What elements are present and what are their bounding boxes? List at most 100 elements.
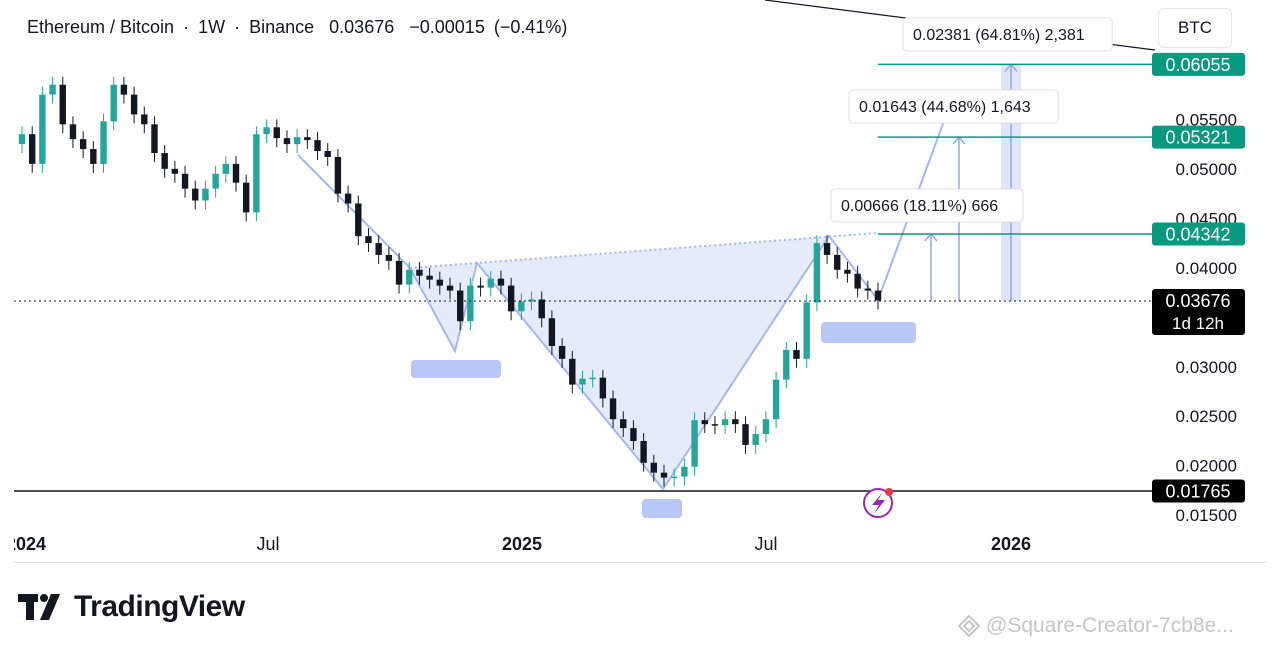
candle[interactable]: [242, 182, 250, 213]
candle[interactable]: [507, 285, 515, 312]
candle[interactable]: [110, 84, 117, 122]
candle[interactable]: [385, 254, 393, 261]
candle[interactable]: [69, 124, 77, 140]
candle[interactable]: [59, 84, 66, 125]
candle[interactable]: [681, 466, 688, 477]
candle[interactable]: [344, 193, 352, 204]
candle[interactable]: [263, 127, 270, 135]
candle[interactable]: [273, 127, 280, 139]
candle[interactable]: [181, 173, 189, 189]
price-unit-button[interactable]: BTC: [1158, 8, 1232, 48]
candle[interactable]: [589, 377, 596, 380]
candle[interactable]: [171, 168, 179, 174]
candle[interactable]: [212, 173, 219, 189]
candle[interactable]: [823, 243, 831, 255]
candle[interactable]: [39, 94, 46, 164]
candle[interactable]: [660, 472, 668, 478]
candle[interactable]: [375, 243, 382, 255]
price-label-0.05321: 0.05321: [1152, 125, 1245, 149]
interval-label[interactable]: 1W: [198, 17, 226, 37]
x-tick-label: 2026: [991, 534, 1031, 554]
candle[interactable]: [456, 290, 464, 322]
candle[interactable]: [365, 236, 372, 244]
candle[interactable]: [28, 134, 36, 164]
candle[interactable]: [844, 269, 851, 274]
candle[interactable]: [701, 420, 708, 425]
candle[interactable]: [477, 285, 484, 288]
candle[interactable]: [732, 419, 739, 425]
candle[interactable]: [854, 273, 861, 289]
candle[interactable]: [803, 302, 810, 359]
candle[interactable]: [528, 299, 535, 302]
candle[interactable]: [192, 188, 199, 201]
candle[interactable]: [355, 203, 362, 237]
candle[interactable]: [721, 419, 729, 426]
candle[interactable]: [304, 137, 311, 141]
candle[interactable]: [90, 149, 97, 164]
candle[interactable]: [314, 140, 321, 152]
event-lightning-icon[interactable]: [863, 488, 893, 518]
candle[interactable]: [324, 151, 331, 157]
candle[interactable]: [18, 134, 26, 145]
candle[interactable]: [253, 134, 260, 213]
candle[interactable]: [79, 139, 87, 150]
chart-frame[interactable]: 0.00666 (18.11%) 666 0.01643 (44.68%) 1,6…: [14, 0, 1266, 563]
candle[interactable]: [446, 285, 454, 291]
last-price: 0.03676: [329, 17, 395, 37]
candle[interactable]: [772, 379, 780, 420]
candle[interactable]: [711, 424, 719, 426]
candle[interactable]: [130, 94, 138, 115]
candle[interactable]: [691, 420, 698, 467]
candle[interactable]: [232, 163, 240, 183]
candle[interactable]: [548, 318, 556, 346]
candle[interactable]: [202, 188, 209, 201]
candle[interactable]: [834, 254, 841, 270]
candle[interactable]: [406, 269, 413, 285]
candle[interactable]: [650, 462, 658, 473]
candle[interactable]: [283, 138, 291, 145]
candle[interactable]: [874, 290, 882, 301]
candle[interactable]: [100, 121, 107, 164]
candle[interactable]: [599, 377, 607, 399]
tradingview-brand[interactable]: TradingView: [18, 590, 245, 624]
candle[interactable]: [120, 84, 128, 95]
candle[interactable]: [558, 345, 566, 359]
candle[interactable]: [793, 349, 800, 359]
candle[interactable]: [426, 275, 433, 280]
candle[interactable]: [487, 278, 494, 288]
candle[interactable]: [395, 260, 403, 285]
candle[interactable]: [49, 84, 56, 95]
creator-watermark: @Square-Creator-7cb8e...: [958, 614, 1234, 638]
candle[interactable]: [222, 163, 230, 174]
candle[interactable]: [752, 434, 759, 445]
candle[interactable]: [334, 156, 342, 194]
candle[interactable]: [670, 476, 678, 479]
candle[interactable]: [569, 358, 576, 385]
symbol-name[interactable]: Ethereum / Bitcoin: [27, 17, 175, 37]
candle[interactable]: [141, 114, 148, 125]
candle[interactable]: [864, 288, 872, 291]
candle[interactable]: [783, 349, 790, 380]
candle[interactable]: [813, 243, 821, 303]
candle[interactable]: [151, 124, 158, 154]
candle[interactable]: [620, 419, 627, 429]
lightning-bolt: [872, 493, 885, 514]
candle[interactable]: [416, 269, 423, 276]
candle[interactable]: [467, 285, 474, 322]
candle[interactable]: [293, 137, 301, 145]
y-tick-label: 0.02000: [1176, 457, 1237, 476]
candle[interactable]: [436, 279, 444, 286]
candle[interactable]: [538, 299, 545, 319]
chart-canvas[interactable]: 0.00666 (18.11%) 666 0.01643 (44.68%) 1,6…: [14, 0, 1266, 562]
candle[interactable]: [579, 378, 586, 385]
candle[interactable]: [609, 398, 617, 420]
candle[interactable]: [518, 301, 525, 312]
candle[interactable]: [161, 153, 168, 169]
candle[interactable]: [630, 428, 637, 441]
candle[interactable]: [762, 419, 770, 435]
pattern-marker-3: [642, 499, 682, 518]
candle[interactable]: [742, 424, 749, 445]
candle[interactable]: [640, 440, 647, 463]
candle[interactable]: [497, 278, 505, 286]
measure-label-3: 0.02381 (64.81%) 2,381: [902, 17, 1113, 52]
